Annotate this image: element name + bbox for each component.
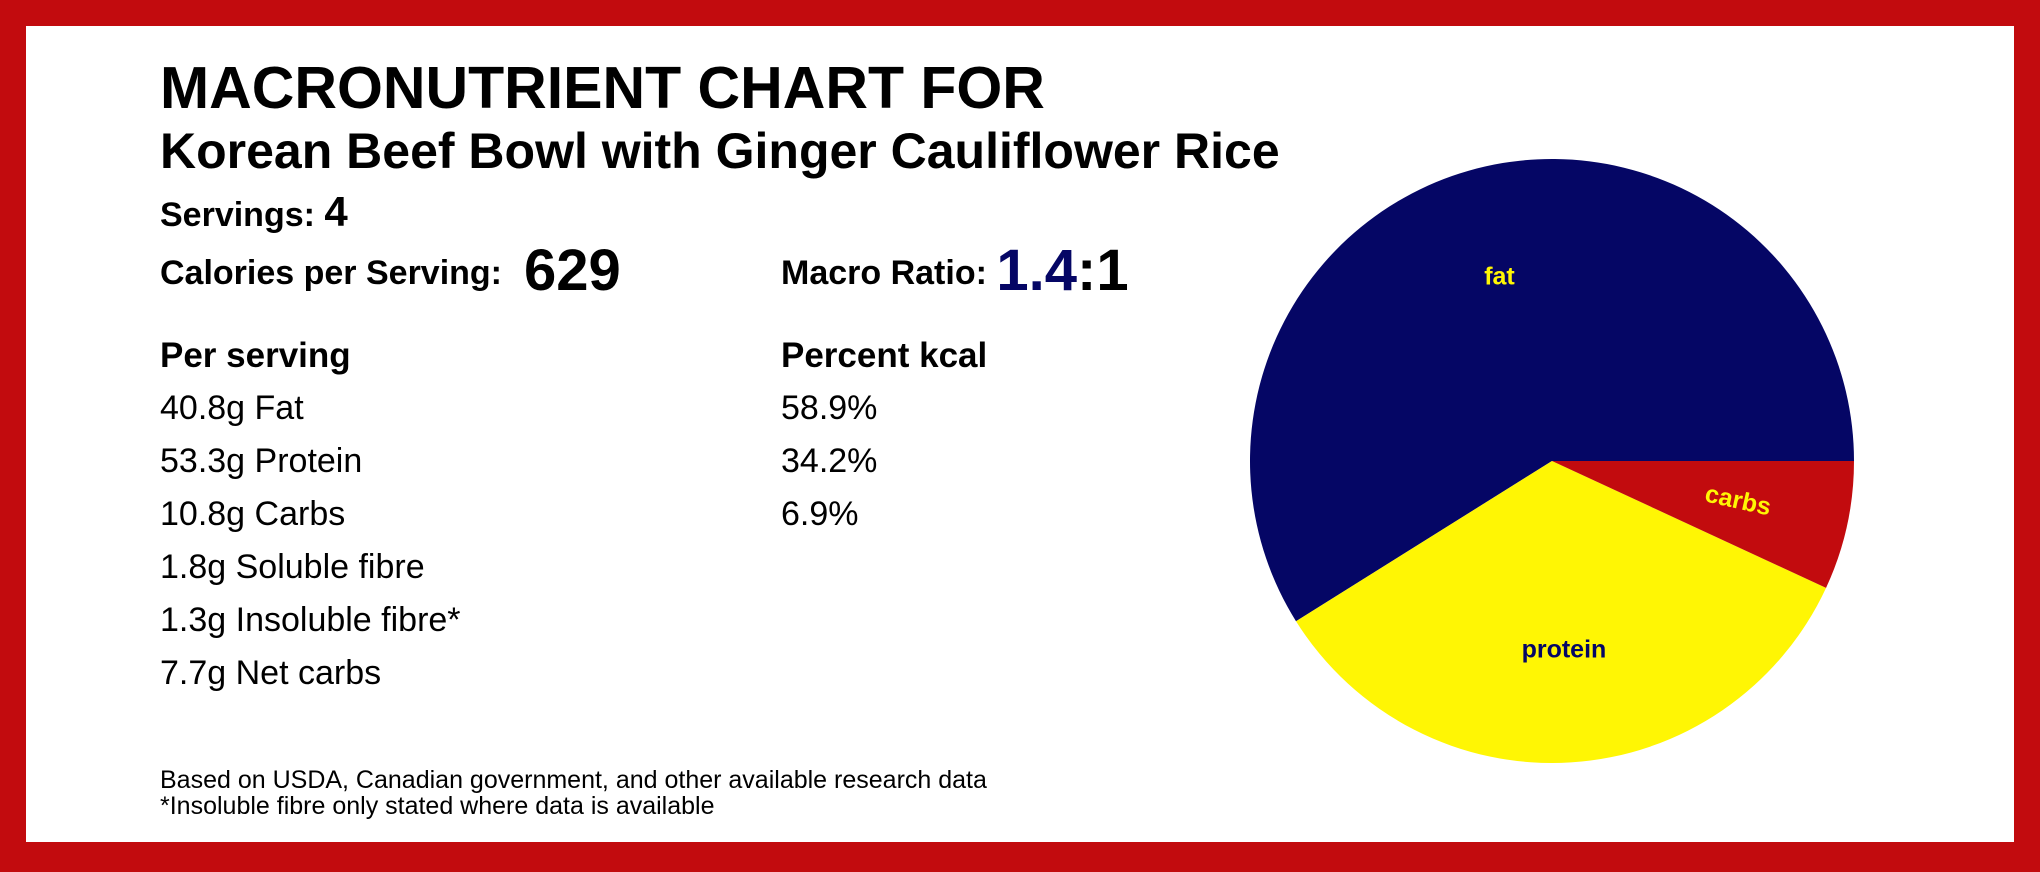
nutrition-card: MACRONUTRIENT CHART FOR Korean Beef Bowl… [26, 26, 2014, 842]
percent-kcal-item: 6.9% [781, 495, 859, 533]
calories-label: Calories per Serving: [160, 254, 503, 292]
pie-label-protein: protein [1522, 635, 1607, 663]
ratio-value-rest: :1 [1077, 238, 1129, 303]
per-serving-item: 10.8g Carbs [160, 495, 346, 533]
per-serving-item: 53.3g Protein [160, 442, 363, 480]
recipe-name: Korean Beef Bowl with Ginger Cauliflower… [160, 123, 1280, 179]
calories-value: 629 [524, 238, 621, 303]
macro-ratio: Macro Ratio: 1.4:1 [781, 231, 1129, 303]
ratio-label: Macro Ratio: [781, 254, 987, 292]
ratio-value-first: 1.4 [996, 238, 1078, 303]
pie-label-fat: fat [1484, 263, 1515, 291]
page-title: MACRONUTRIENT CHART FOR [160, 55, 1045, 121]
per-serving-heading: Per serving [160, 336, 351, 375]
servings-value: 4 [324, 188, 348, 235]
percent-kcal-item: 34.2% [781, 442, 878, 480]
footnote-source: Based on USDA, Canadian government, and … [160, 766, 987, 794]
calories-per-serving: Calories per Serving: 629 [160, 231, 621, 303]
footnote-fibre: *Insoluble fibre only stated where data … [160, 792, 715, 820]
per-serving-item: 1.8g Soluble fibre [160, 548, 425, 586]
pie-slice-fat [1249, 158, 1855, 622]
pie-slice-carbs [1552, 461, 1854, 588]
per-serving-item: 40.8g Fat [160, 389, 304, 427]
per-serving-item: 1.3g Insoluble fibre* [160, 601, 461, 639]
percent-kcal-item: 58.9% [781, 389, 878, 427]
per-serving-item: 7.7g Net carbs [160, 654, 382, 692]
percent-kcal-heading: Percent kcal [781, 336, 988, 375]
servings-label: Servings: [160, 196, 315, 234]
pie-slice-protein [1296, 461, 1827, 763]
servings: Servings: 4 [160, 188, 348, 236]
